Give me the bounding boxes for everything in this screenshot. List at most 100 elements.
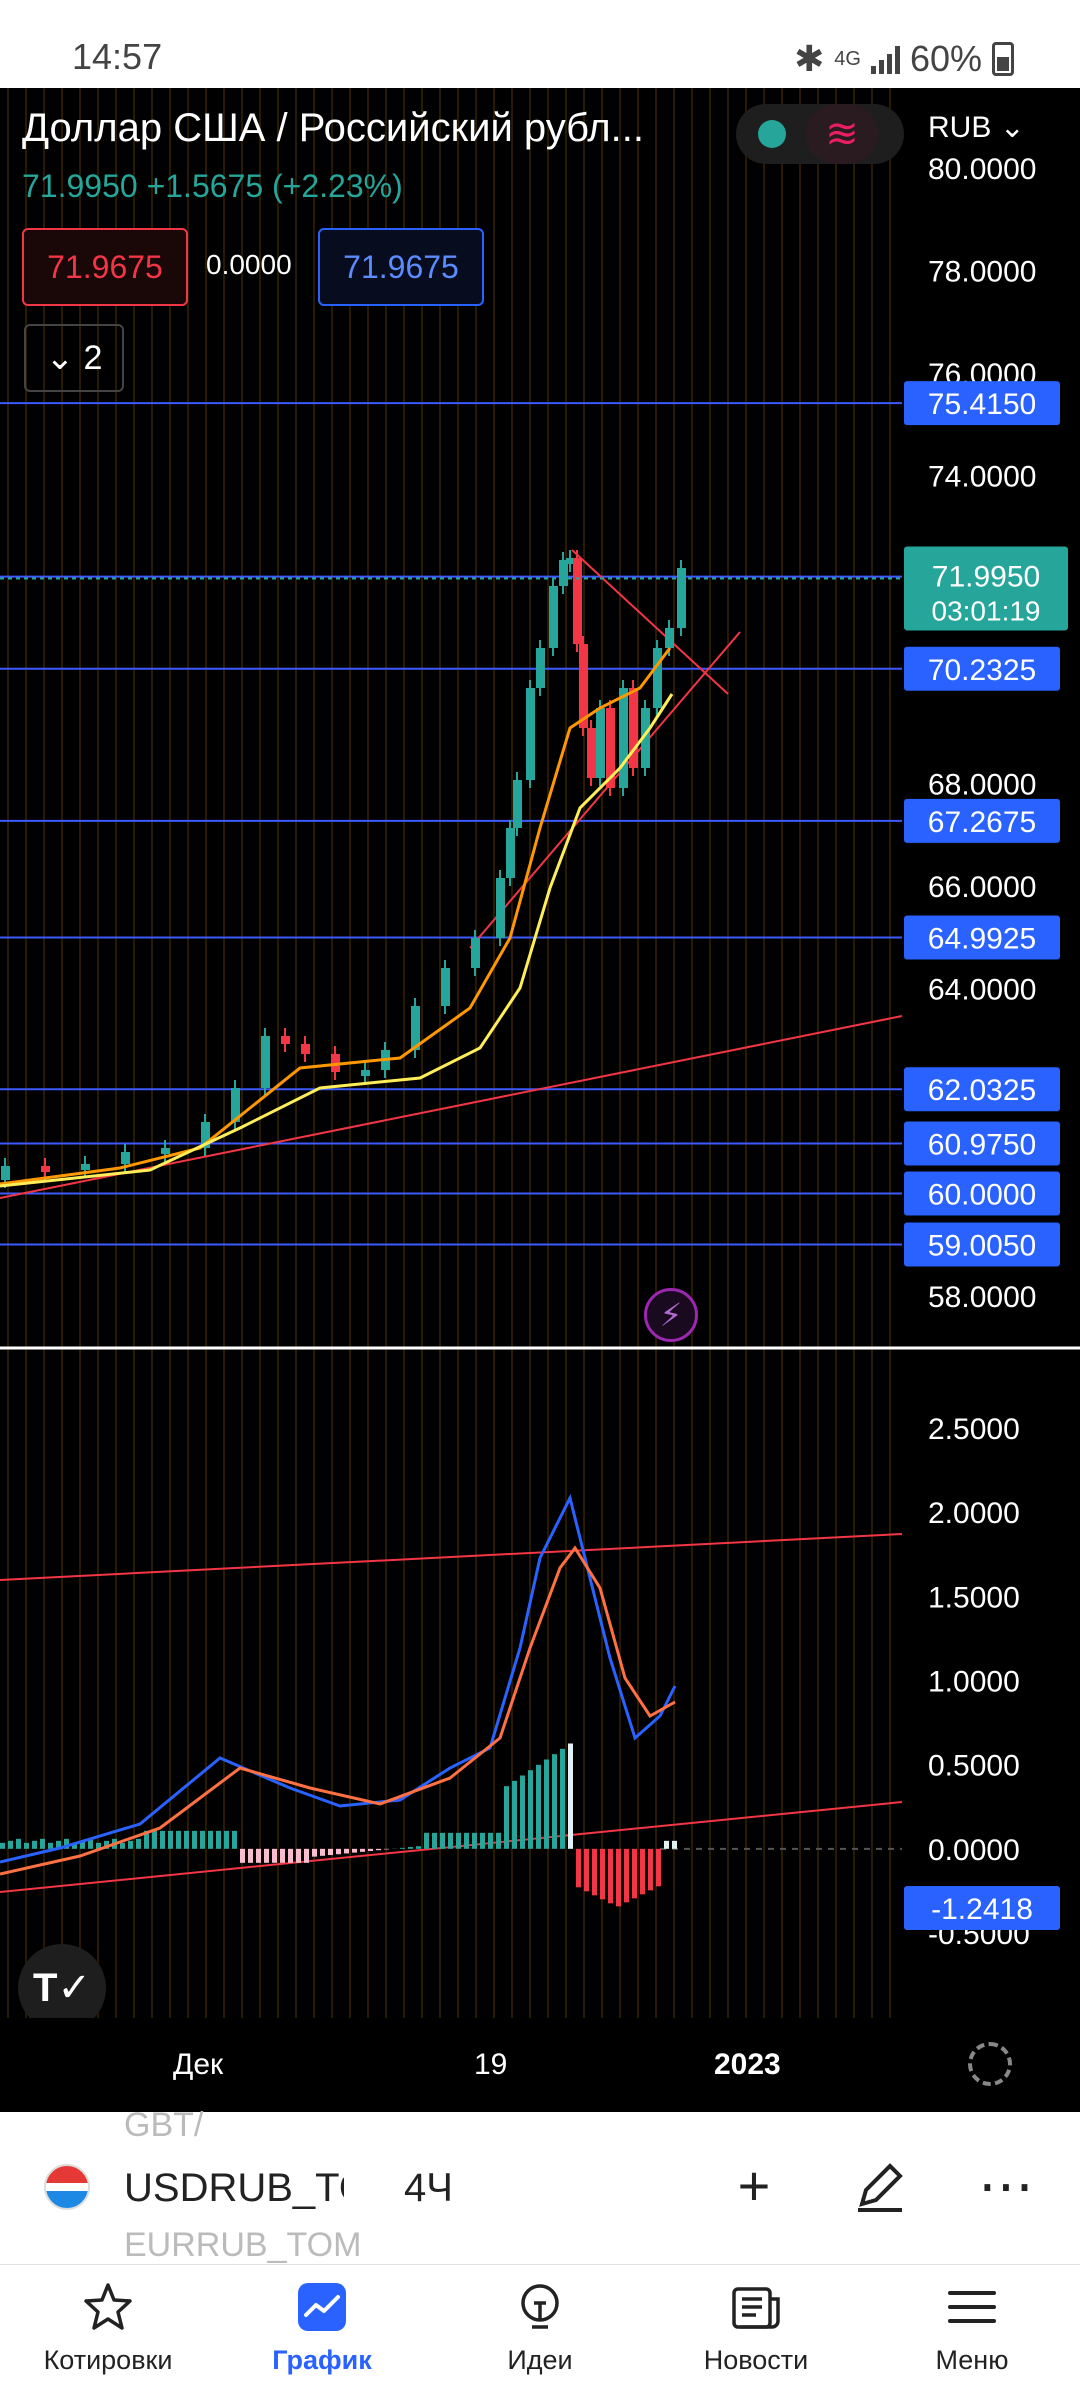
currency-label: RUB: [928, 111, 992, 144]
currency-selector[interactable]: RUB ⌄: [928, 110, 1025, 145]
collapse-indicators-button[interactable]: ⌄ 2: [24, 324, 124, 392]
macd-histogram-bar: [8, 1840, 13, 1849]
wave-icon[interactable]: ≋: [806, 104, 878, 164]
candle-body: [201, 1122, 210, 1148]
macd-histogram-bar: [344, 1848, 349, 1854]
macd-badge: [904, 1886, 1060, 1930]
more-icon[interactable]: ⋯: [978, 2154, 1034, 2217]
symbol-toolbar[interactable]: GBT/ USDRUB_TOM 4Ч EURRUB_TOM + ⋯: [0, 2106, 1080, 2264]
macd-histogram-bar: [608, 1848, 613, 1904]
candle-body: [536, 648, 545, 688]
candle-body: [629, 688, 638, 768]
macd-histogram-bar: [504, 1786, 509, 1849]
pen-icon[interactable]: [850, 2156, 910, 2216]
macd-histogram-bar: [488, 1832, 493, 1849]
level-badge: [904, 381, 1060, 426]
ghost-symbol-below: EURRUB_TOM: [124, 2226, 362, 2264]
macd-histogram-bar: [360, 1848, 365, 1852]
bluetooth-icon: ✱: [794, 38, 825, 79]
macd-tick-label: 0.0000: [928, 1834, 1020, 1867]
buy-button[interactable]: 71.9675: [318, 228, 484, 306]
candle-body: [411, 1006, 420, 1050]
trend-line: [571, 549, 729, 695]
nav-label: График: [272, 2345, 372, 2375]
status-time: 14:57: [72, 36, 163, 77]
candle-body: [281, 1036, 290, 1044]
level-badge-label: 67.2675: [928, 806, 1036, 839]
macd-histogram-bar: [672, 1840, 677, 1849]
market-open-icon: [758, 120, 786, 148]
market-status-toggle[interactable]: ≋: [736, 104, 904, 164]
candle-body: [41, 1166, 50, 1172]
level-badge-label: 70.2325: [928, 654, 1036, 687]
status-bar: 14:57 ✱ 4G 60%: [0, 0, 1080, 88]
price-tick-label: 80.0000: [928, 153, 1036, 186]
macd-histogram-bar: [160, 1830, 165, 1849]
plus-icon[interactable]: +: [737, 2154, 771, 2217]
nav-ideas[interactable]: Идеи: [450, 2279, 630, 2376]
macd-histogram-bar: [656, 1848, 661, 1887]
candle-body: [573, 558, 582, 644]
menu-icon: [948, 2291, 996, 2323]
level-badge: [904, 1171, 1060, 1216]
macd-histogram-bar: [96, 1842, 101, 1849]
candle-body: [261, 1036, 270, 1088]
price-tick-label: 68.0000: [928, 768, 1036, 801]
candle-body: [496, 878, 505, 938]
symbol-title[interactable]: Доллар США / Российский рубл...: [22, 106, 644, 150]
chart-area[interactable]: 80.0000 78.0000 76.0000 74.0000 68.0000 66.00…: [0, 88, 1080, 2112]
candle-body: [513, 780, 522, 828]
settings-icon[interactable]: [968, 2042, 1012, 2086]
macd-histogram-bar: [16, 1838, 21, 1849]
price-tick-label: 74.0000: [928, 461, 1036, 494]
lightning-icon[interactable]: ⚡: [644, 1288, 698, 1342]
macd-histogram-bar: [144, 1830, 149, 1849]
symbol-name[interactable]: USDRUB_TOM: [124, 2166, 344, 2210]
macd-trend-line: [0, 1533, 903, 1581]
last-price-label: 71.9950: [932, 560, 1040, 593]
time-axis[interactable]: Дек 19 2023: [0, 2018, 1080, 2112]
macd-histogram-bar: [296, 1848, 301, 1863]
nav-chart[interactable]: График: [232, 2279, 412, 2376]
macd-signal-line: [0, 1545, 676, 1876]
macd-tick-label: 1.0000: [928, 1666, 1020, 1699]
macd-histogram-bar: [88, 1838, 93, 1849]
macd-histogram-bar: [536, 1764, 541, 1849]
macd-histogram-bar: [208, 1830, 213, 1849]
candle-body: [549, 586, 558, 648]
macd-histogram-bar: [480, 1832, 485, 1849]
macd-histogram-bar: [56, 1840, 61, 1849]
bottom-navigation[interactable]: Котировки График Идеи Новости Меню: [0, 2264, 1080, 2400]
macd-histogram-bar: [192, 1830, 197, 1849]
nav-watchlist[interactable]: Котировки: [18, 2279, 198, 2376]
nav-label: Меню: [935, 2345, 1009, 2375]
candle-body: [596, 708, 605, 778]
macd-histogram-bar: [256, 1848, 261, 1863]
tradingview-logo-icon: T✓: [18, 1944, 106, 2032]
macd-histogram-bar: [120, 1842, 125, 1849]
nav-news[interactable]: Новости: [666, 2279, 846, 2376]
macd-histogram-bar: [496, 1832, 501, 1849]
candle-body: [161, 1148, 170, 1154]
macd-histogram-bar: [576, 1848, 581, 1888]
macd-histogram-bar: [176, 1830, 181, 1849]
time-label-dec: Дек: [173, 2048, 224, 2081]
macd-histogram-bar: [624, 1848, 629, 1903]
candle-body: [559, 560, 568, 586]
level-badge: [904, 1121, 1060, 1166]
macd-histogram-bar: [448, 1832, 453, 1849]
chart-canvas[interactable]: 80.000078.000076.000074.000068.000066.00…: [0, 88, 1080, 2112]
interval-selector[interactable]: 4Ч: [404, 2166, 453, 2210]
macd-histogram-bar: [248, 1848, 253, 1863]
nav-menu[interactable]: Меню: [882, 2279, 1062, 2376]
macd-histogram-bar: [632, 1848, 637, 1899]
level-badge: [904, 646, 1060, 691]
level-badge-label: 64.9925: [928, 922, 1036, 955]
sell-button[interactable]: 71.9675: [22, 228, 188, 306]
nav-label: Котировки: [43, 2345, 173, 2375]
chevron-down-icon: ⌄: [45, 339, 75, 377]
candle-body: [231, 1088, 240, 1122]
macd-badge-label: -1.2418: [931, 1893, 1033, 1926]
candle-body: [677, 568, 686, 628]
candle-body: [579, 644, 588, 728]
